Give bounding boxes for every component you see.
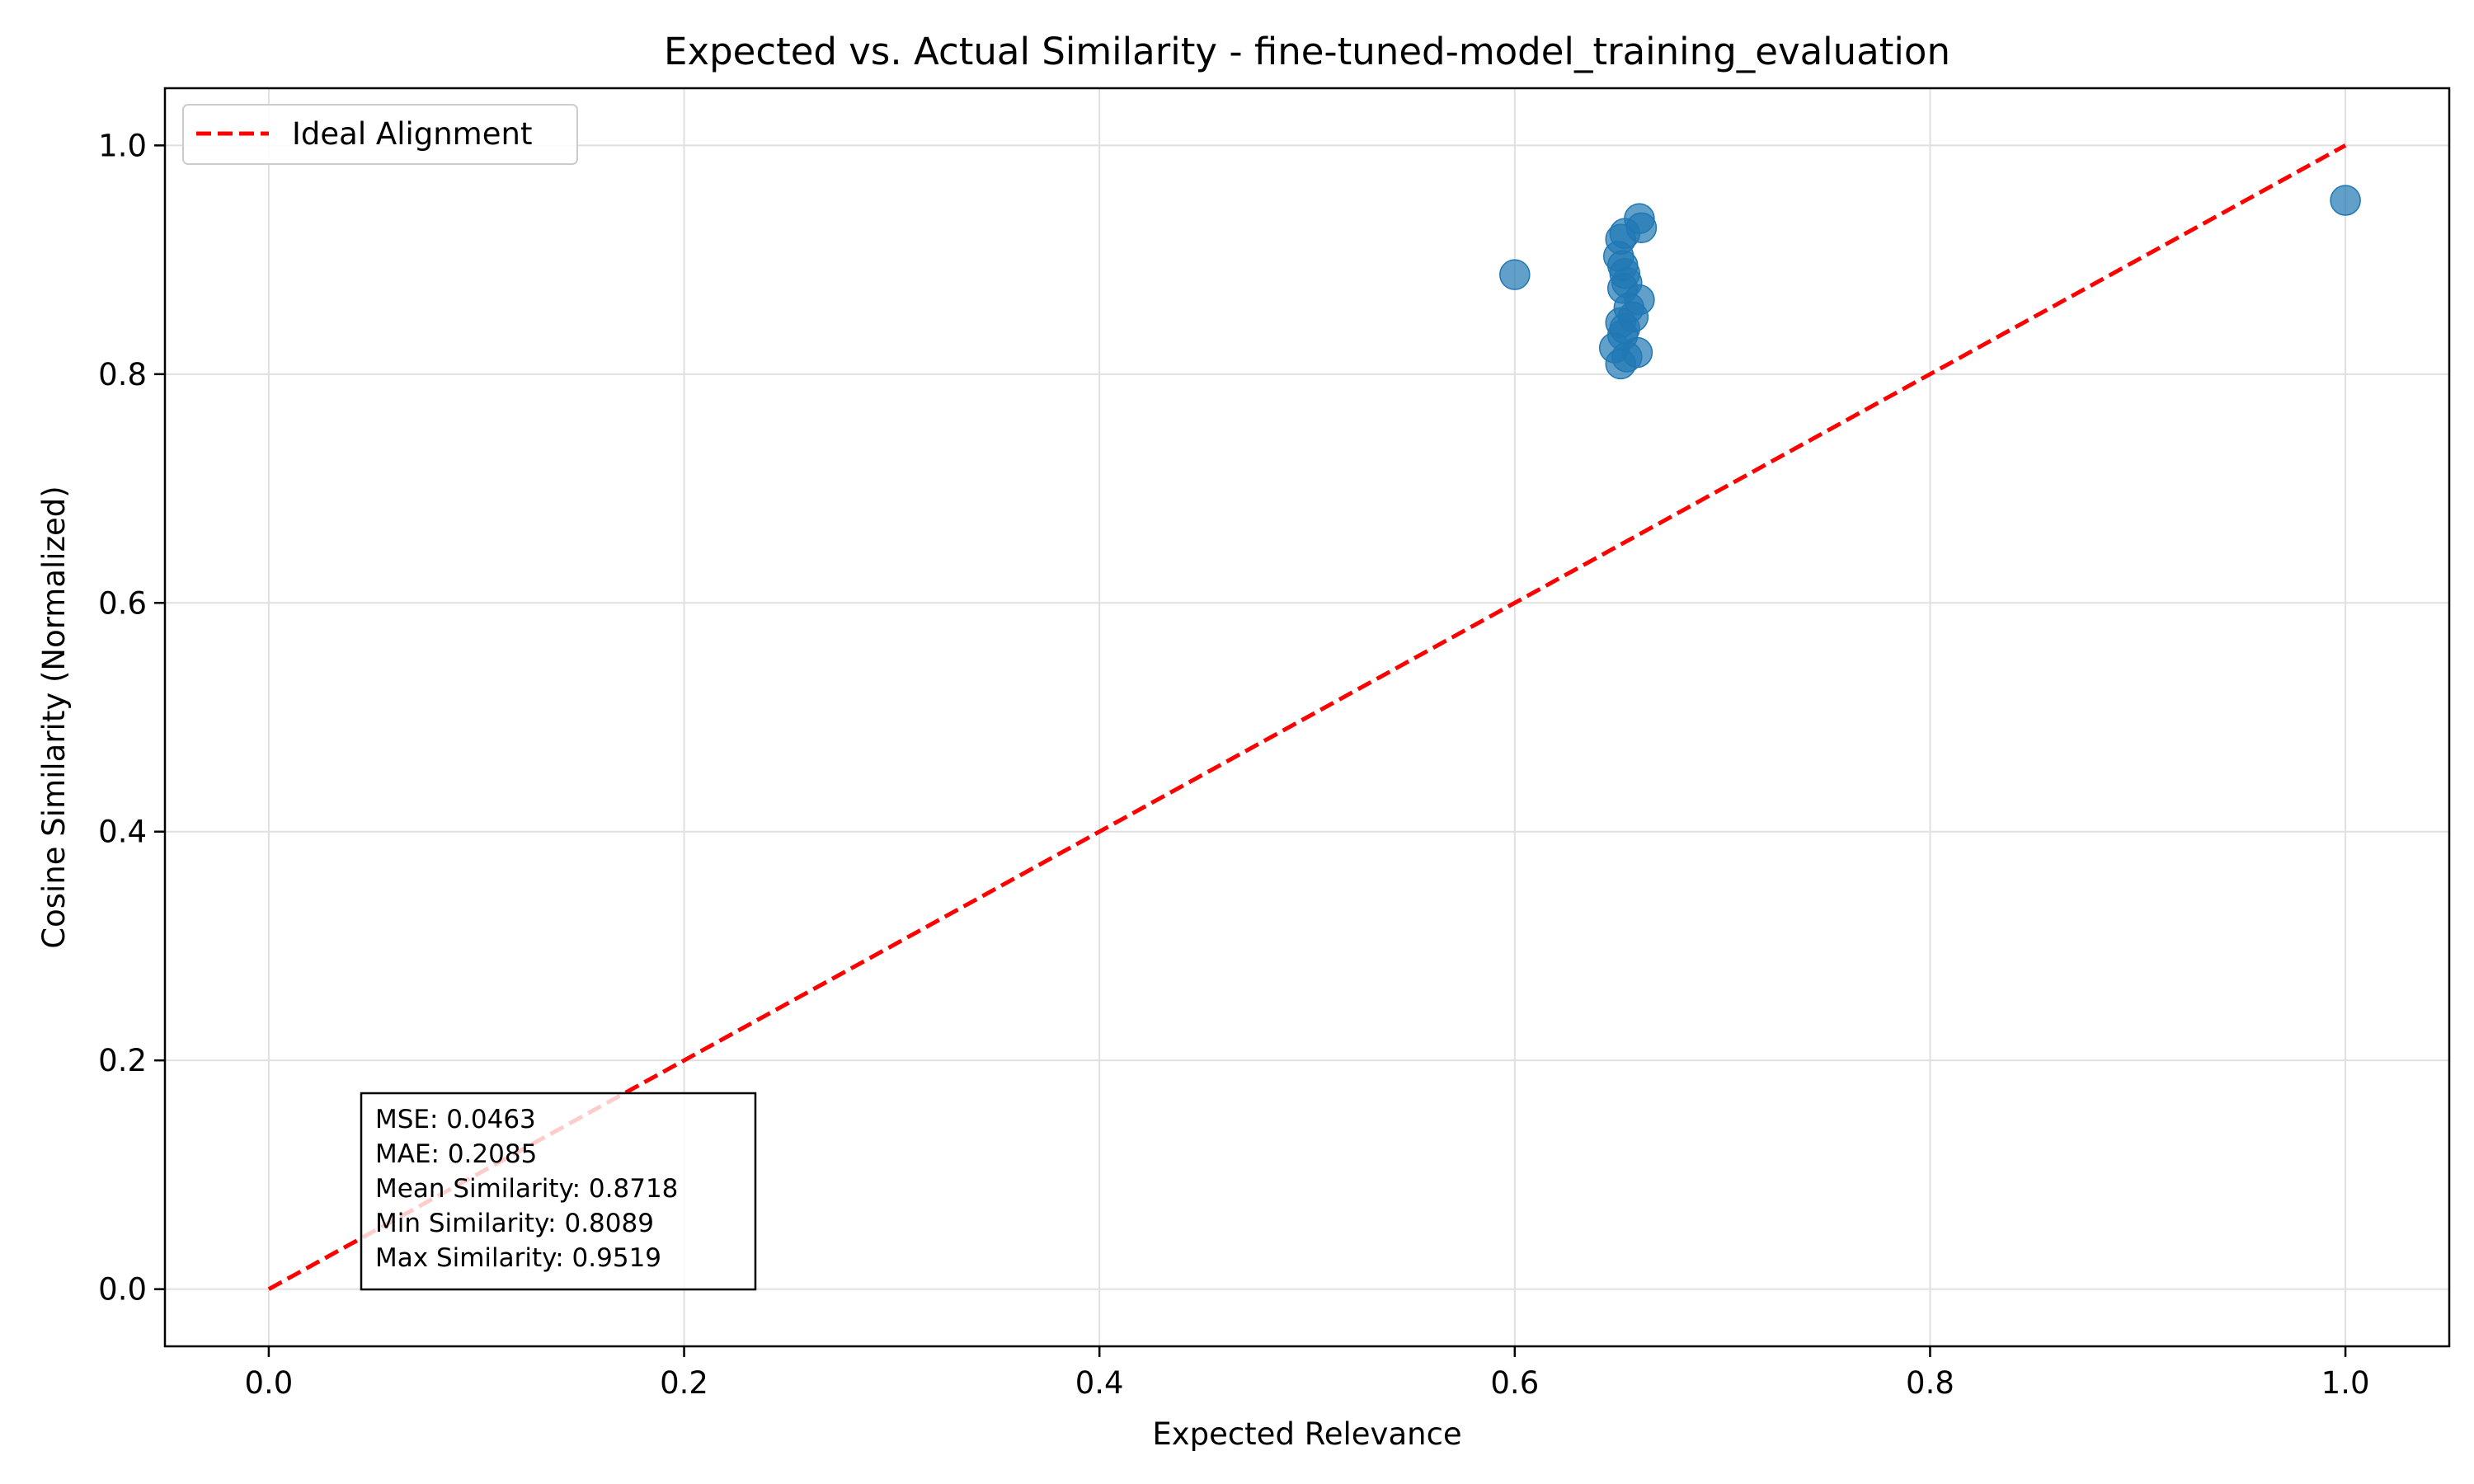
x-axis-label: Expected Relevance	[1152, 1416, 1461, 1452]
y-tick-label: 0.6	[98, 585, 147, 621]
axes-frame	[163, 87, 2451, 1348]
stats-box: MSE: 0.0463 MAE: 0.2085 Mean Similarity:…	[360, 1092, 757, 1291]
y-axis-label: Cosine Similarity (Normalized)	[36, 486, 72, 948]
stats-line-max: Max Similarity: 0.9519	[375, 1243, 661, 1273]
y-tick-label: 0.2	[98, 1043, 147, 1078]
x-tick-label: 0.6	[1490, 1365, 1539, 1401]
y-tick-label: 0.4	[98, 815, 147, 850]
x-tick-label: 0.0	[244, 1365, 293, 1401]
scatter-point	[1499, 259, 1531, 290]
ticks: 0.0 0.2 0.4 0.6 0.8 1.0 0.0 0.2 0.4 0.6 0.8 1.0	[98, 128, 2369, 1401]
stats-line-mae: MAE: 0.2085	[375, 1139, 537, 1169]
x-tick-label: 1.0	[2321, 1365, 2370, 1401]
stats-box-frame	[360, 1092, 757, 1291]
x-tick-label: 0.8	[1906, 1365, 1954, 1401]
legend-label-ideal-alignment: Ideal Alignment	[292, 116, 532, 152]
x-tick-label: 0.2	[660, 1365, 708, 1401]
y-tick-label: 0.0	[98, 1272, 147, 1308]
stats-line-min: Min Similarity: 0.8089	[375, 1209, 654, 1238]
scatter-point	[1605, 348, 1636, 380]
legend: Ideal Alignment	[182, 104, 578, 165]
y-tick-label: 1.0	[98, 128, 147, 163]
chart-title: Expected vs. Actual Similarity - fine-tu…	[664, 30, 1950, 73]
grid	[165, 88, 2449, 1346]
y-tick-label: 0.8	[98, 357, 147, 392]
points-layer	[1499, 185, 2361, 380]
x-tick-label: 0.4	[1075, 1365, 1124, 1401]
scatter-point	[1625, 212, 1658, 243]
legend-frame	[182, 104, 578, 165]
scatter-point	[2330, 185, 2361, 216]
stats-line-mean: Mean Similarity: 0.8718	[375, 1174, 678, 1204]
stats-line-mse: MSE: 0.0463	[375, 1105, 536, 1134]
